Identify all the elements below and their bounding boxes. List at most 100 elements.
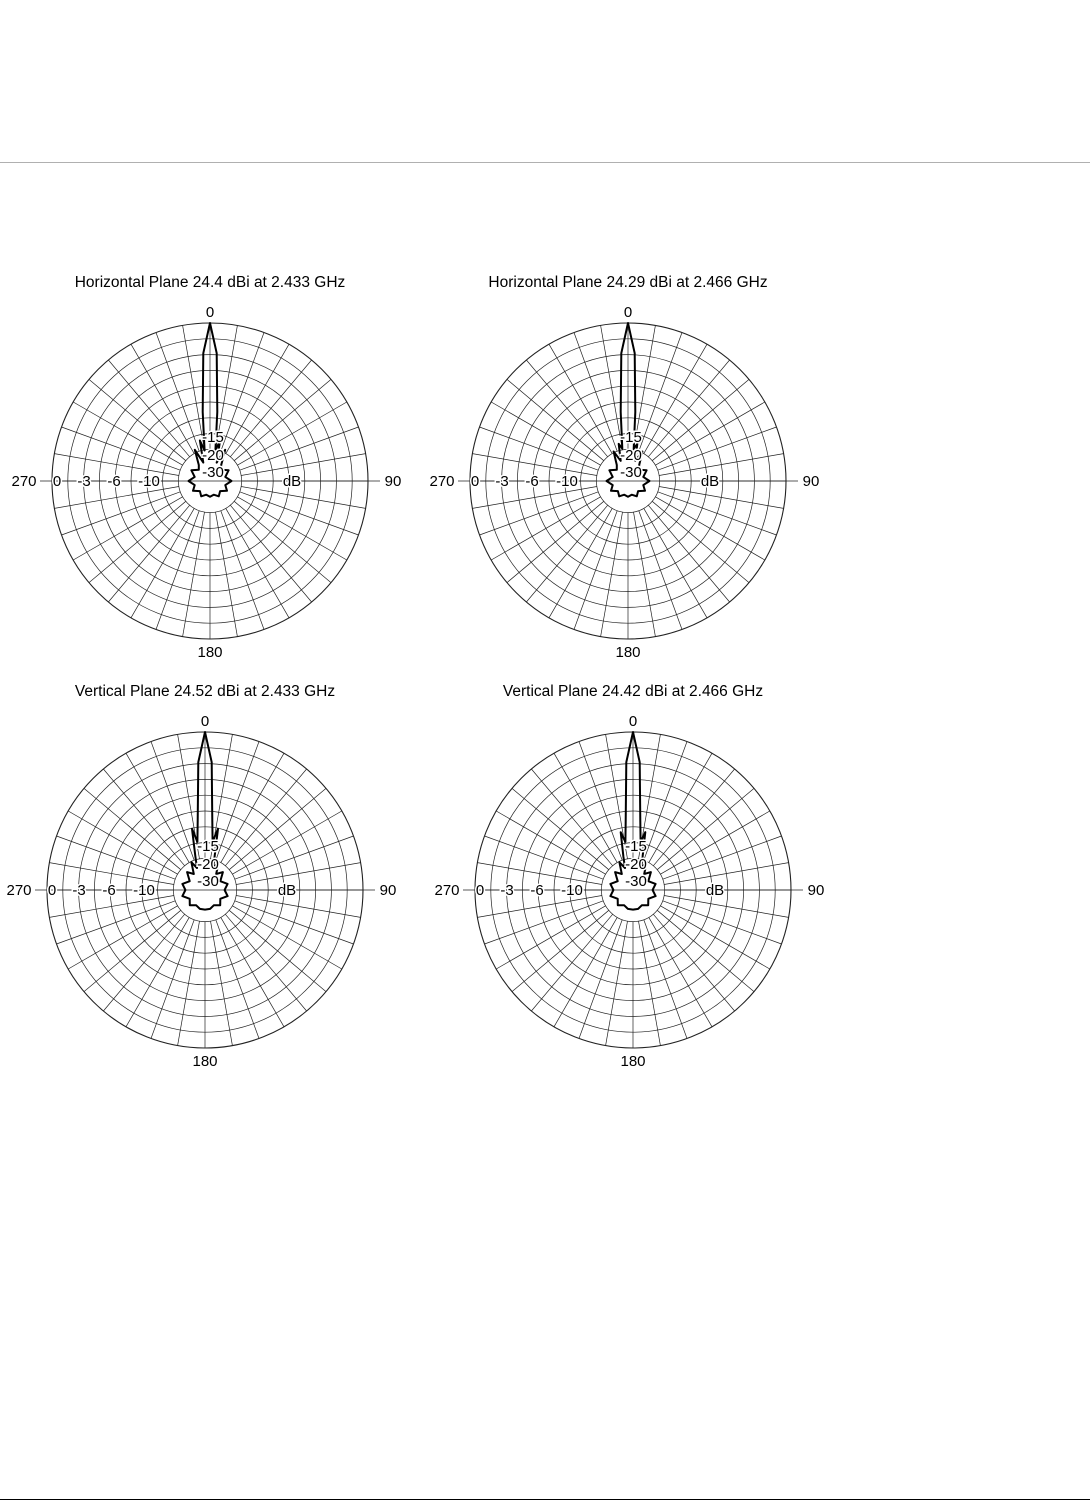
grid-spoke xyxy=(648,504,730,603)
grid-spoke xyxy=(578,919,623,1039)
grid-spoke xyxy=(578,741,623,861)
radiation-pattern-trace xyxy=(181,731,229,911)
grid-spoke xyxy=(553,753,618,863)
grid-spoke xyxy=(61,426,181,471)
grid-spoke xyxy=(633,325,656,450)
grid-spoke xyxy=(656,788,755,870)
grid-spoke xyxy=(61,491,181,536)
grid-spoke xyxy=(479,426,599,471)
grid-spoke xyxy=(130,344,195,454)
grid-spoke xyxy=(228,910,327,992)
grid-spoke xyxy=(664,862,789,885)
grid-spoke xyxy=(648,753,713,863)
grid-spoke xyxy=(239,491,359,536)
polar-grid xyxy=(458,322,798,640)
grid-spoke xyxy=(68,810,178,875)
grid-spoke xyxy=(215,325,238,450)
grid-spoke xyxy=(225,913,307,1012)
grid-spoke xyxy=(573,332,618,452)
grid-spoke xyxy=(662,835,782,880)
grid-spoke xyxy=(472,453,597,476)
polar-chart-4-svg: Vertical Plane 24.42 dBi at 2.466 GHz 0 90… xyxy=(434,683,825,1070)
grid-spoke xyxy=(220,917,285,1027)
grid-spoke xyxy=(150,741,195,861)
angle-label-180: 180 xyxy=(197,644,222,661)
grid-spoke xyxy=(657,426,777,471)
grid-spoke xyxy=(220,332,265,452)
angle-label-0: 0 xyxy=(201,713,209,730)
radial-label: -15 xyxy=(202,429,224,446)
grid-spoke xyxy=(638,332,683,452)
grid-spoke xyxy=(643,741,688,861)
grid-spoke xyxy=(506,379,605,461)
radial-label: -15 xyxy=(620,429,642,446)
top-divider xyxy=(0,162,1090,163)
grid-spoke xyxy=(600,512,623,637)
grid-spoke xyxy=(215,512,238,637)
radial-label: -30 xyxy=(202,464,224,481)
grid-spoke xyxy=(605,921,628,1046)
grid-spoke xyxy=(68,905,178,970)
chart-title: Horizontal Plane 24.4 dBi at 2.433 GHz xyxy=(75,274,346,291)
grid-spoke xyxy=(225,768,307,867)
radial-label: -10 xyxy=(138,473,160,490)
angle-label-270: 270 xyxy=(6,882,31,899)
grid-spoke xyxy=(220,510,265,630)
grid-spoke xyxy=(73,496,183,561)
grid-spoke xyxy=(182,512,205,637)
grid-spoke xyxy=(232,810,342,875)
grid-spoke xyxy=(553,917,618,1027)
chart-title: Vertical Plane 24.42 dBi at 2.466 GHz xyxy=(503,683,763,700)
grid-spoke xyxy=(215,919,260,1039)
grid-spoke xyxy=(651,379,750,461)
grid-spoke xyxy=(643,919,688,1039)
grid-spoke xyxy=(239,426,359,471)
grid-spoke xyxy=(511,910,610,992)
grid-spoke xyxy=(656,910,755,992)
radial-label: 0 xyxy=(53,473,61,490)
radial-label: -6 xyxy=(530,882,543,899)
grid-spoke xyxy=(659,453,784,476)
grid-spoke xyxy=(83,788,182,870)
angle-label-90: 90 xyxy=(803,473,820,490)
angle-label-90: 90 xyxy=(380,882,397,899)
grid-spoke xyxy=(526,359,608,458)
radial-label: -20 xyxy=(625,856,647,873)
grid-spoke xyxy=(54,453,179,476)
radial-label: -10 xyxy=(561,882,583,899)
radial-label: -30 xyxy=(625,873,647,890)
grid-spoke xyxy=(155,332,200,452)
radial-label: -30 xyxy=(620,464,642,481)
grid-spoke xyxy=(531,913,613,1012)
polar-chart-3: Vertical Plane 24.52 dBi at 2.433 GHz 0 90… xyxy=(6,677,435,1087)
angle-label-180: 180 xyxy=(192,1053,217,1070)
radial-unit-label: dB xyxy=(706,882,724,899)
grid-spoke xyxy=(526,504,608,603)
grid-spoke xyxy=(600,325,623,450)
grid-spoke xyxy=(653,913,735,1012)
angle-label-270: 270 xyxy=(11,473,36,490)
angle-label-90: 90 xyxy=(808,882,825,899)
angle-label-180: 180 xyxy=(615,644,640,661)
grid-spoke xyxy=(657,491,777,536)
grid-spoke xyxy=(660,905,770,970)
grid-spoke xyxy=(659,486,784,509)
grid-spoke xyxy=(73,401,183,466)
grid-spoke xyxy=(477,895,602,918)
grid-spoke xyxy=(548,508,613,618)
polar-grid xyxy=(35,731,375,1049)
grid-spoke xyxy=(88,501,187,583)
angle-label-0: 0 xyxy=(206,304,214,321)
grid-spoke xyxy=(484,835,604,880)
radial-label: -6 xyxy=(102,882,115,899)
grid-spoke xyxy=(108,359,190,458)
grid-spoke xyxy=(125,753,190,863)
radial-label: 0 xyxy=(48,882,56,899)
angle-label-270: 270 xyxy=(434,882,459,899)
chart-title: Horizontal Plane 24.29 dBi at 2.466 GHz xyxy=(488,274,767,291)
grid-spoke xyxy=(241,486,366,509)
grid-spoke xyxy=(648,359,730,458)
grid-spoke xyxy=(103,913,185,1012)
grid-spoke xyxy=(531,768,613,867)
bottom-divider xyxy=(0,1499,1090,1500)
